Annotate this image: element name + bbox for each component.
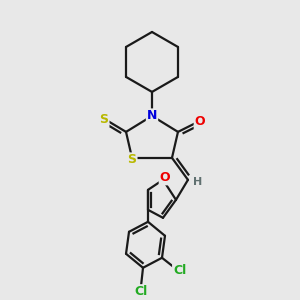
Text: O: O: [160, 171, 170, 184]
Text: S: S: [128, 153, 136, 167]
Text: Cl: Cl: [134, 285, 148, 298]
Text: H: H: [193, 177, 203, 187]
Text: N: N: [147, 110, 157, 122]
Text: O: O: [195, 116, 205, 128]
Text: S: S: [100, 113, 109, 126]
Text: Cl: Cl: [173, 264, 186, 277]
